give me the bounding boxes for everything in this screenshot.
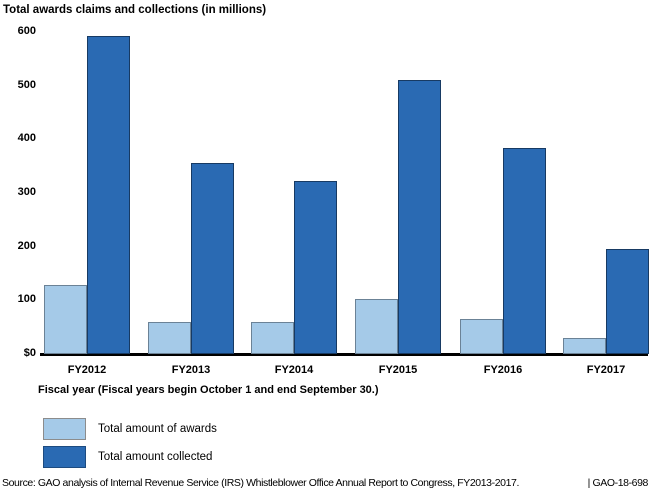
y-tick-label-100: 100 [17, 293, 36, 306]
x-tick-label-FY2017: FY2017 [586, 364, 626, 376]
x-axis-line [40, 353, 648, 356]
y-tick-label-0: $0 [23, 347, 36, 359]
legend-swatch-awards [43, 418, 86, 440]
bar-awards-FY2017 [563, 337, 606, 354]
x-tick-label-FY2016: FY2016 [483, 364, 523, 376]
bar-awards-FY2016 [460, 318, 503, 354]
bar-collected-FY2017 [606, 249, 649, 354]
legend-label-awards: Total amount of awards [98, 423, 217, 435]
y-tick-label-600: 600 [17, 24, 36, 37]
bar-awards-FY2014 [251, 321, 294, 354]
x-tick-label-FY2013: FY2013 [171, 364, 211, 376]
y-tick-label-500: 500 [17, 78, 36, 91]
report-number: | GAO-18-698 [587, 477, 649, 489]
y-tick-label-200: 200 [17, 239, 36, 252]
chart-title: Total awards claims and collections (in … [3, 4, 267, 16]
bar-collected-FY2016 [503, 148, 546, 354]
source-text: Source: GAO analysis of Internal Revenue… [2, 477, 519, 489]
x-tick-label-FY2015: FY2015 [378, 364, 418, 376]
source-line: Source: GAO analysis of Internal Revenue… [2, 477, 648, 489]
bar-awards-FY2015 [355, 299, 398, 354]
legend: Total amount of awards Total amount coll… [43, 418, 217, 474]
x-axis-title: Fiscal year (Fiscal years begin October … [38, 384, 379, 396]
legend-item-awards: Total amount of awards [43, 418, 217, 440]
x-tick-label-FY2012: FY2012 [67, 364, 107, 376]
bar-awards-FY2013 [148, 321, 191, 354]
y-tick-label-300: 300 [17, 185, 36, 198]
legend-item-collected: Total amount collected [43, 446, 217, 468]
bar-collected-FY2012 [87, 35, 130, 354]
bar-collected-FY2014 [294, 181, 337, 354]
x-tick-label-FY2014: FY2014 [274, 364, 314, 376]
bar-awards-FY2012 [44, 285, 87, 354]
legend-label-collected: Total amount collected [98, 451, 213, 463]
y-tick-label-400: 400 [17, 132, 36, 145]
bar-collected-FY2013 [191, 163, 234, 354]
legend-swatch-collected [43, 446, 86, 468]
bar-collected-FY2015 [398, 80, 441, 354]
